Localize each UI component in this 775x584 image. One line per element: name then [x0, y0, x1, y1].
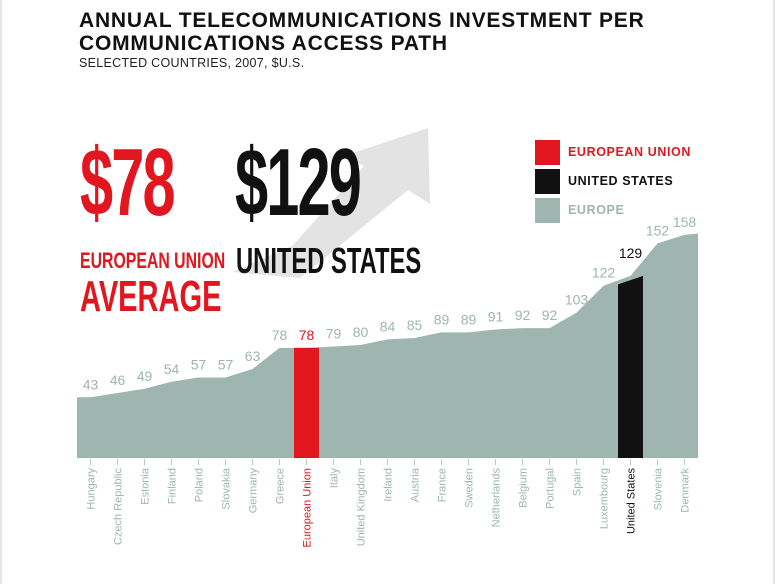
legend-swatch [535, 140, 560, 165]
value-label: 89 [434, 311, 450, 327]
category-label: Italy [329, 468, 341, 489]
value-label: 78 [299, 327, 315, 343]
us-caption: UNITED STATES [236, 240, 422, 281]
value-label: 152 [646, 222, 670, 238]
us-value: $129 [235, 129, 362, 236]
trend-arrow-icon [232, 128, 430, 278]
category-label: United Kingdom [356, 468, 368, 546]
value-label: 91 [488, 309, 504, 325]
category-label: Portugal [545, 468, 557, 509]
category-label: Slovenia [653, 467, 665, 510]
category-label: Belgium [518, 468, 530, 508]
eu-average-caption: EUROPEAN UNION [80, 248, 226, 273]
category-label: Ireland [383, 468, 395, 502]
category-label: Finland [167, 468, 179, 504]
value-label: 84 [380, 318, 396, 334]
value-label: 80 [353, 324, 369, 340]
right-border [773, 0, 775, 584]
bar-european-union [294, 347, 319, 458]
category-label: Netherlands [491, 468, 503, 528]
category-label: Spain [572, 468, 584, 496]
category-label: Denmark [680, 468, 692, 513]
chart-title: ANNUAL TELECOMMUNICATIONS INVESTMENT PER… [79, 9, 645, 55]
category-label: United States [626, 468, 638, 535]
eu-average-caption-2: AVERAGE [80, 272, 222, 321]
eu-average-value: $78 [80, 129, 176, 236]
category-label: Luxembourg [599, 468, 611, 529]
category-label: Germany [248, 468, 260, 514]
category-label: Hungary [86, 468, 98, 510]
value-label: 49 [137, 368, 153, 384]
legend-label: EUROPEAN UNION [568, 145, 691, 159]
legend-label: UNITED STATES [568, 174, 674, 188]
value-label: 57 [218, 357, 234, 373]
value-label: 122 [592, 265, 616, 281]
value-label: 158 [673, 214, 697, 230]
value-label: 85 [407, 317, 423, 333]
plot-area: 43 Hungary 46 Czech Republic 49 Estonia 54 Finl… [77, 214, 698, 548]
value-label: 129 [619, 245, 643, 261]
legend-swatch [535, 198, 560, 223]
europe-area [77, 233, 698, 458]
legend-swatch [535, 169, 560, 194]
chart-subtitle: SELECTED COUNTRIES, 2007, $U.S. [79, 56, 305, 70]
category-label: Austria [410, 467, 422, 502]
category-label: European Union [302, 468, 314, 548]
value-label: 92 [542, 307, 558, 323]
left-border [0, 0, 2, 584]
category-label: Estonia [140, 467, 152, 505]
value-label: 78 [272, 327, 288, 343]
bar-united-states [618, 275, 643, 458]
category-label: Poland [194, 468, 206, 502]
category-label: France [437, 468, 449, 502]
category-label: Czech Republic [113, 468, 125, 546]
value-label: 89 [461, 311, 477, 327]
category-label: Slovakia [221, 467, 233, 509]
value-label: 63 [245, 348, 261, 364]
legend-label: EUROPE [568, 203, 625, 217]
category-label: Sweden [464, 468, 476, 508]
value-label: 43 [83, 376, 99, 392]
value-label: 79 [326, 325, 342, 341]
value-label: 54 [164, 361, 180, 377]
value-label: 92 [515, 307, 531, 323]
value-label: 46 [110, 372, 126, 388]
value-label: 103 [565, 292, 589, 308]
category-label: Greece [275, 468, 287, 504]
value-label: 57 [191, 357, 207, 373]
